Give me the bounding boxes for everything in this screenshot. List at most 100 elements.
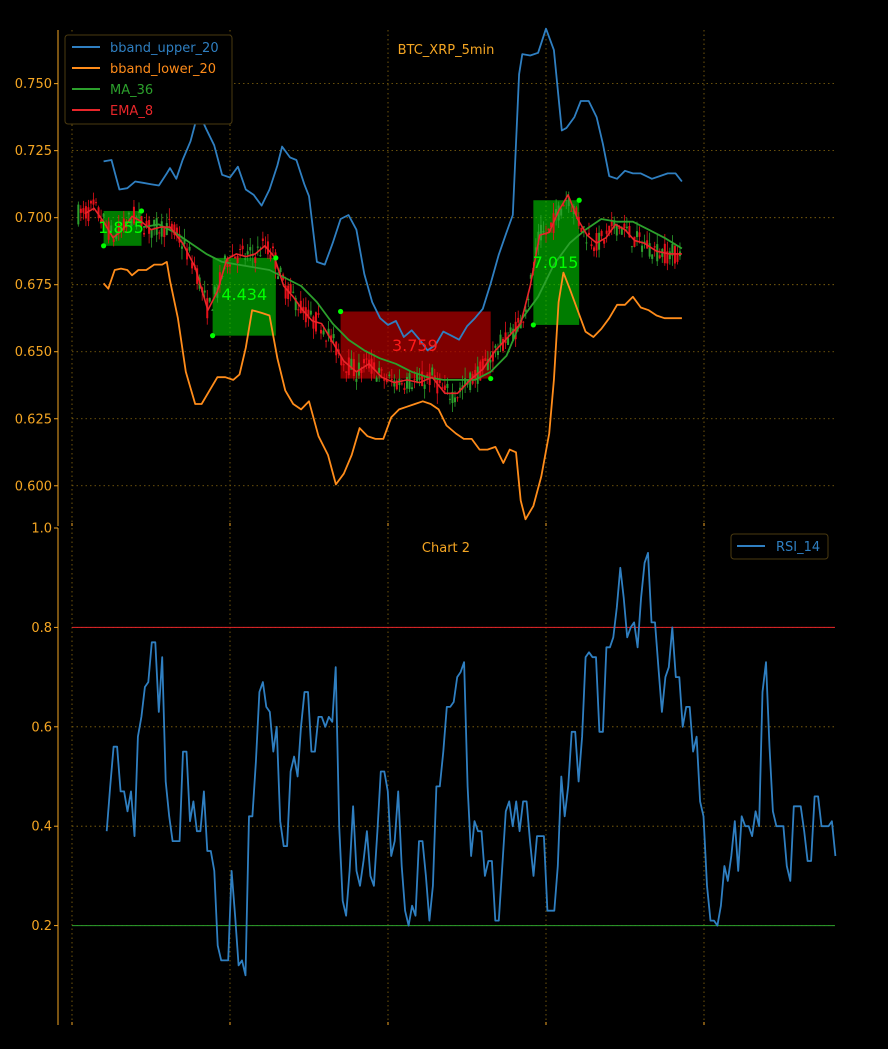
candle-body — [385, 378, 388, 382]
candle-body — [651, 254, 654, 259]
candle-body — [294, 297, 297, 311]
candle-body — [517, 317, 520, 323]
candle-body — [545, 233, 547, 235]
candle-body — [418, 377, 421, 380]
candle-body — [97, 207, 100, 219]
candle-body — [95, 202, 98, 204]
candle-body — [570, 210, 573, 212]
candle-body — [580, 227, 583, 232]
price-y-tick-label: 0.700 — [15, 211, 52, 226]
candle-body — [438, 379, 441, 383]
candle-body — [317, 313, 320, 315]
rsi-series — [105, 552, 837, 977]
candle-body — [509, 327, 512, 334]
price-panel: 1.855 4.434 3.759 7.015 0.600 0.625 0.650 0.67… — [15, 27, 835, 526]
candle-body — [137, 211, 140, 213]
candle-body — [630, 246, 633, 248]
candle-body — [633, 236, 636, 247]
candle-body — [451, 391, 454, 403]
candle-body — [494, 345, 497, 348]
candle-body — [259, 255, 262, 257]
candle-body — [375, 377, 378, 382]
candle-body — [421, 371, 424, 386]
candle-body — [92, 199, 95, 205]
candle-body — [173, 224, 176, 235]
trade-label: 4.434 — [221, 285, 267, 304]
candle-body — [254, 256, 257, 263]
candle-body — [89, 201, 92, 204]
rsi-y-tick-label: 0.2 — [31, 919, 52, 934]
candle-body — [423, 384, 426, 389]
candle-body — [446, 383, 449, 389]
price-y-tick-label: 0.675 — [15, 278, 52, 293]
candle-body — [183, 238, 186, 244]
candle-body — [676, 253, 679, 262]
candle-body — [587, 232, 590, 236]
rsi-chart-title: Chart 2 — [422, 541, 470, 556]
price-y-tick-label: 0.650 — [15, 345, 52, 360]
candle-body — [499, 334, 502, 346]
candle-body — [502, 338, 505, 351]
candle-body — [585, 242, 588, 244]
candle-body — [180, 246, 183, 249]
candle-body — [507, 337, 510, 345]
rsi-y-tick-label: 0.4 — [31, 820, 52, 835]
candle-body — [595, 233, 598, 251]
price-y-tick-label: 0.725 — [15, 144, 52, 159]
legend-label-ma: MA_36 — [110, 83, 153, 98]
candle-body — [413, 379, 416, 381]
candle-body — [590, 244, 593, 247]
candle-body — [456, 397, 459, 399]
candle-body — [120, 227, 123, 231]
candle-body — [223, 255, 226, 260]
candle-body — [560, 208, 563, 216]
candle-body — [360, 369, 363, 373]
trade-exit-marker — [488, 375, 494, 382]
candle-body — [163, 227, 166, 238]
candle-body — [261, 238, 264, 241]
price-chart-title: BTC_XRP_5min — [398, 43, 495, 58]
candle-body — [110, 225, 113, 232]
candle-body — [350, 358, 353, 370]
candle-body — [271, 246, 274, 249]
price-series — [84, 27, 683, 521]
candle-body — [287, 285, 290, 300]
price-legend-box — [64, 34, 233, 125]
candle-body — [641, 245, 644, 252]
candle-body — [203, 290, 206, 293]
candle-body — [489, 359, 492, 363]
candle-body — [567, 197, 570, 207]
candle-body — [648, 243, 651, 257]
candle-body — [529, 274, 532, 279]
candle-body — [357, 362, 360, 376]
candle-body — [322, 330, 325, 335]
legend-label-lower: bband_lower_20 — [110, 62, 216, 77]
candle-body — [279, 267, 282, 273]
candle-body — [155, 218, 158, 235]
candle-body — [373, 362, 376, 370]
candle-body — [448, 398, 451, 400]
trade-entry-marker — [530, 322, 536, 328]
trade-label: 3.759 — [392, 336, 438, 355]
candle-body — [613, 220, 616, 229]
price-legend: bband_upper_20 bband_lower_20 MA_36 EMA_8 — [64, 34, 233, 125]
candle-body — [153, 219, 156, 226]
candle-body — [213, 286, 216, 295]
candle-body — [628, 226, 631, 238]
candle-body — [362, 359, 365, 364]
rsi-y-tick-label: 0.8 — [31, 621, 52, 636]
candle-body — [562, 205, 565, 207]
candle-body — [284, 285, 287, 299]
candle-body — [491, 351, 494, 362]
candle-body — [117, 224, 120, 234]
candle-body — [512, 328, 515, 341]
candle-body — [383, 379, 386, 381]
trade-label: 7.015 — [533, 253, 579, 272]
candle-body — [340, 356, 343, 365]
candle-body — [345, 371, 348, 373]
candle-body — [550, 222, 553, 227]
candle-body — [547, 228, 550, 231]
candle-body — [636, 231, 639, 238]
candle-body — [355, 378, 358, 382]
